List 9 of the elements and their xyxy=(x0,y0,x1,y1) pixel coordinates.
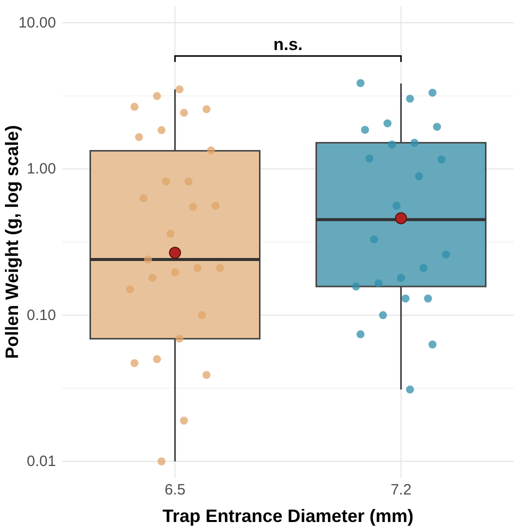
x-tick-label: 6.5 xyxy=(164,482,186,499)
annotation: n.s. xyxy=(273,35,303,54)
x-axis-title: Trap Entrance Diameter (mm) xyxy=(162,506,414,526)
y-tick-label: 0.01 xyxy=(26,453,56,470)
y-tick-label: 1.00 xyxy=(26,160,56,178)
y-tick-label: 10.00 xyxy=(18,14,56,32)
y-axis-title: Pollen Weight (g, log scale) xyxy=(2,125,22,359)
y-tick-label: 0.10 xyxy=(26,306,56,324)
x-tick-label: 7.2 xyxy=(390,482,412,499)
